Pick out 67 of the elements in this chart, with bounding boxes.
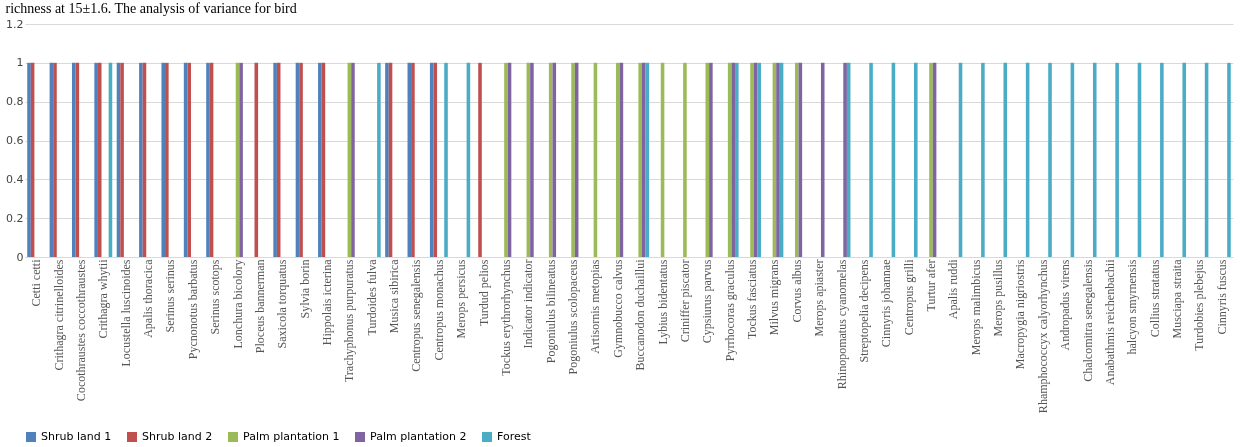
x-tick-label: Musciapa straita — [1170, 258, 1185, 339]
x-tick-label: Gymnobucco calvus — [610, 259, 625, 358]
x-tick-label: Crithagra whytii — [96, 258, 111, 339]
x-tick-label: Tockus erythrorhynchus — [498, 259, 513, 376]
x-tick-label: Serinus scotops — [208, 259, 223, 335]
x-tick-label: Ploceus bannerman — [252, 259, 267, 354]
x-tick-label: Pyrrhocoras graculus — [722, 259, 737, 362]
y-tick-label: 1 — [16, 56, 24, 70]
x-tick-label: Turdoides fulva — [364, 258, 379, 336]
x-tick-label: Merops malimbicus — [968, 259, 983, 356]
x-tick-label: Lonchura bicolory — [230, 259, 245, 349]
x-tick-label: Musica sibirica — [387, 258, 402, 334]
x-tick-label: Tockus fasciatus — [745, 259, 760, 339]
x-tick-label: Merops apiaster — [812, 259, 827, 337]
x-tick-label: Cocothraustes coccothraustes — [73, 259, 88, 402]
x-tick-label: Turdud pelios — [476, 259, 491, 327]
y-tick-label: 1.2 — [6, 17, 24, 31]
x-tick-label: Andropadus virens — [1058, 259, 1073, 351]
x-tick-label: Locustella luscinoides — [118, 259, 133, 367]
legend-label: Shrub land 1 — [41, 430, 112, 443]
x-tick-label: Apalis ruddi — [946, 258, 961, 320]
x-tick-label: Pycnonotus barbatus — [185, 259, 200, 360]
x-tick-label: Criniffer piscator — [677, 259, 692, 343]
x-tick-label: Sylvia borin — [297, 259, 312, 319]
x-tick-label: Hippolais icterina — [320, 258, 334, 346]
x-tick-label: Crithagra citrinelloides — [51, 259, 66, 371]
text: richness at 15±1.6. The analysis of variance for bird — [5, 1, 297, 16]
x-tick-label: halcyon smyrnensis — [1125, 259, 1140, 355]
x-tick-label: Apalis thoracica — [141, 258, 156, 338]
x-tick-label: Serinus serinus — [163, 259, 178, 333]
y-tick-label: 0.4 — [6, 172, 24, 186]
x-tick-label: Buccanodon duchaillui — [633, 258, 648, 371]
x-tick-label: Cetti cetti — [29, 258, 44, 307]
x-tick-label: Cypsiurus parvus — [700, 259, 715, 344]
x-tick-label: Centropus grilli — [901, 258, 916, 336]
legend-label: Palm plantation 1 — [243, 430, 340, 443]
x-tick-label: Cinnyris fuscus — [1214, 259, 1229, 335]
x-tick-label: Corvus albus — [789, 259, 804, 323]
y-tick-label: 0 — [16, 250, 24, 264]
x-tick-label: Rhamphococcyx calyorhynchus — [1035, 259, 1050, 414]
x-tick-label: Indicator indicator — [521, 259, 536, 349]
x-tick-label: Turdobies plebejus — [1192, 259, 1207, 351]
y-tick-label: 0.8 — [6, 95, 24, 109]
x-tick-label: Merops persicus — [454, 259, 469, 339]
x-tick-label: Anabathmis reichenbachii — [1102, 258, 1117, 386]
x-tick-label: Centropus senegalensis — [409, 259, 424, 372]
legend-label: Forest — [497, 430, 532, 443]
x-tick-label: Pogoniulus scolopaceus — [566, 259, 581, 375]
x-tick-label: Centropus monachus — [431, 259, 446, 361]
x-tick-label: Merops pusillus — [991, 259, 1006, 337]
y-tick-label: 0.6 — [6, 134, 24, 147]
x-tick-label: Trachyphonus purpuratus — [342, 259, 357, 383]
x-tick-label: Artisornis metopias — [588, 259, 603, 354]
y-tick-label: 0.2 — [6, 211, 24, 225]
x-tick-label: Saxicola torquatus — [275, 259, 290, 349]
legend-label: Palm plantation 2 — [370, 430, 467, 443]
x-tick-label: Pogoniulus bilineatus — [543, 259, 558, 364]
x-tick-label: Streptopelia decipens — [856, 259, 871, 363]
legend-label: Shrub land 2 — [142, 430, 213, 443]
x-tick-label: Milvus migrans — [767, 259, 782, 336]
x-tick-label: Collius stratatus — [1147, 259, 1162, 338]
x-tick-label: Turtur afer — [924, 259, 938, 312]
x-tick-label: Chalcomitra senegalensis — [1080, 259, 1095, 382]
x-tick-label: Cinnyris johannae — [879, 259, 894, 348]
x-tick-label: Rhinopomatus cyanomelas — [834, 259, 849, 390]
x-tick-label: Lybius bidentatus — [655, 259, 670, 345]
x-tick-label: Macropygia nigriostris — [1013, 259, 1028, 370]
